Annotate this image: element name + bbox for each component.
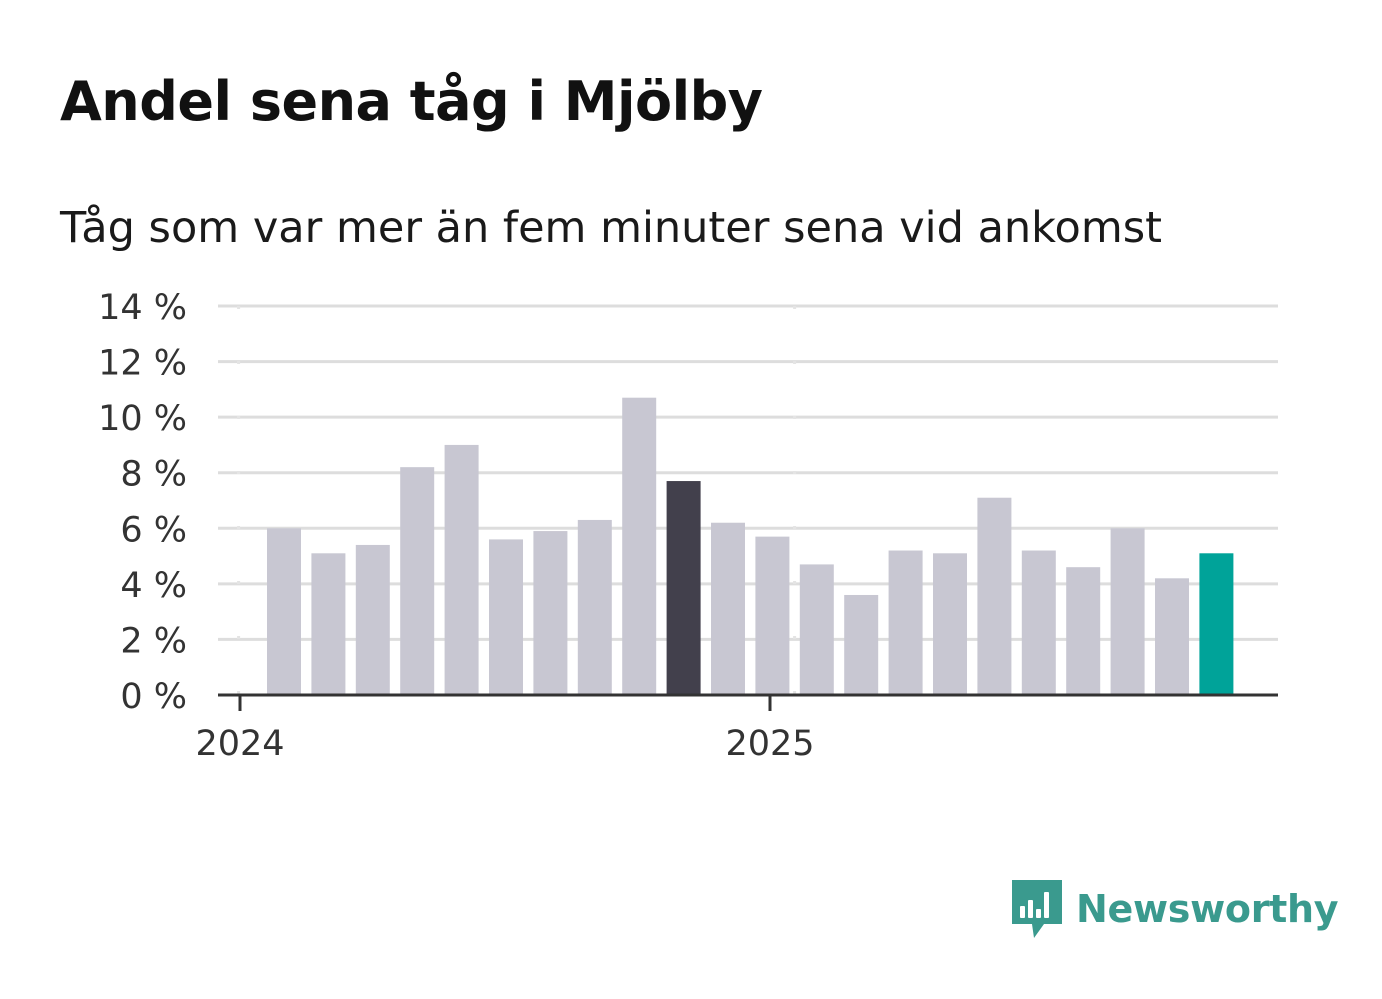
bar bbox=[933, 553, 967, 695]
bar bbox=[1021, 550, 1056, 695]
bar bbox=[666, 481, 701, 695]
bar bbox=[622, 397, 657, 695]
bar bbox=[355, 544, 390, 695]
bar bbox=[1066, 567, 1101, 695]
y-tick-label: 6 % bbox=[120, 510, 187, 550]
grid-lines bbox=[218, 304, 1278, 695]
chart-title: Andel sena tåg i Mjölby bbox=[60, 70, 763, 133]
y-tick-label: 4 % bbox=[120, 566, 187, 606]
brand-name: Newsworthy bbox=[1076, 887, 1339, 931]
y-tick-label: 2 % bbox=[120, 621, 187, 661]
y-tick-label: 0 % bbox=[120, 677, 187, 717]
bar bbox=[844, 594, 879, 695]
bar bbox=[1110, 528, 1145, 695]
bar bbox=[489, 539, 523, 695]
chart-subtitle: Tåg som var mer än fem minuter sena vid … bbox=[60, 203, 1163, 253]
bar bbox=[799, 564, 834, 695]
newsworthy-logo-icon bbox=[1012, 880, 1062, 938]
bar bbox=[1199, 553, 1234, 695]
bar bbox=[267, 528, 301, 695]
bar bbox=[444, 444, 479, 695]
y-tick-label: 10 % bbox=[98, 399, 187, 439]
bar bbox=[711, 522, 745, 695]
bar bbox=[1155, 578, 1189, 695]
brand-logo: Newsworthy bbox=[1010, 878, 1339, 940]
y-tick-label: 14 % bbox=[98, 288, 187, 328]
x-tick-label: 2024 bbox=[195, 724, 284, 764]
y-tick-label: 12 % bbox=[98, 344, 187, 384]
bar bbox=[977, 497, 1012, 695]
bar bbox=[533, 531, 568, 695]
axes: 0 % 2 % 4 % 6 % 8 % 10 % 12 % 14 % 2024 2025 bbox=[98, 288, 1278, 764]
y-tick-label: 8 % bbox=[120, 455, 187, 495]
bar bbox=[755, 536, 790, 695]
bar bbox=[311, 553, 346, 695]
bar bbox=[400, 467, 435, 695]
x-tick-label: 2025 bbox=[725, 724, 814, 764]
bars bbox=[267, 397, 1234, 695]
bar bbox=[888, 550, 923, 695]
bar bbox=[577, 519, 612, 695]
